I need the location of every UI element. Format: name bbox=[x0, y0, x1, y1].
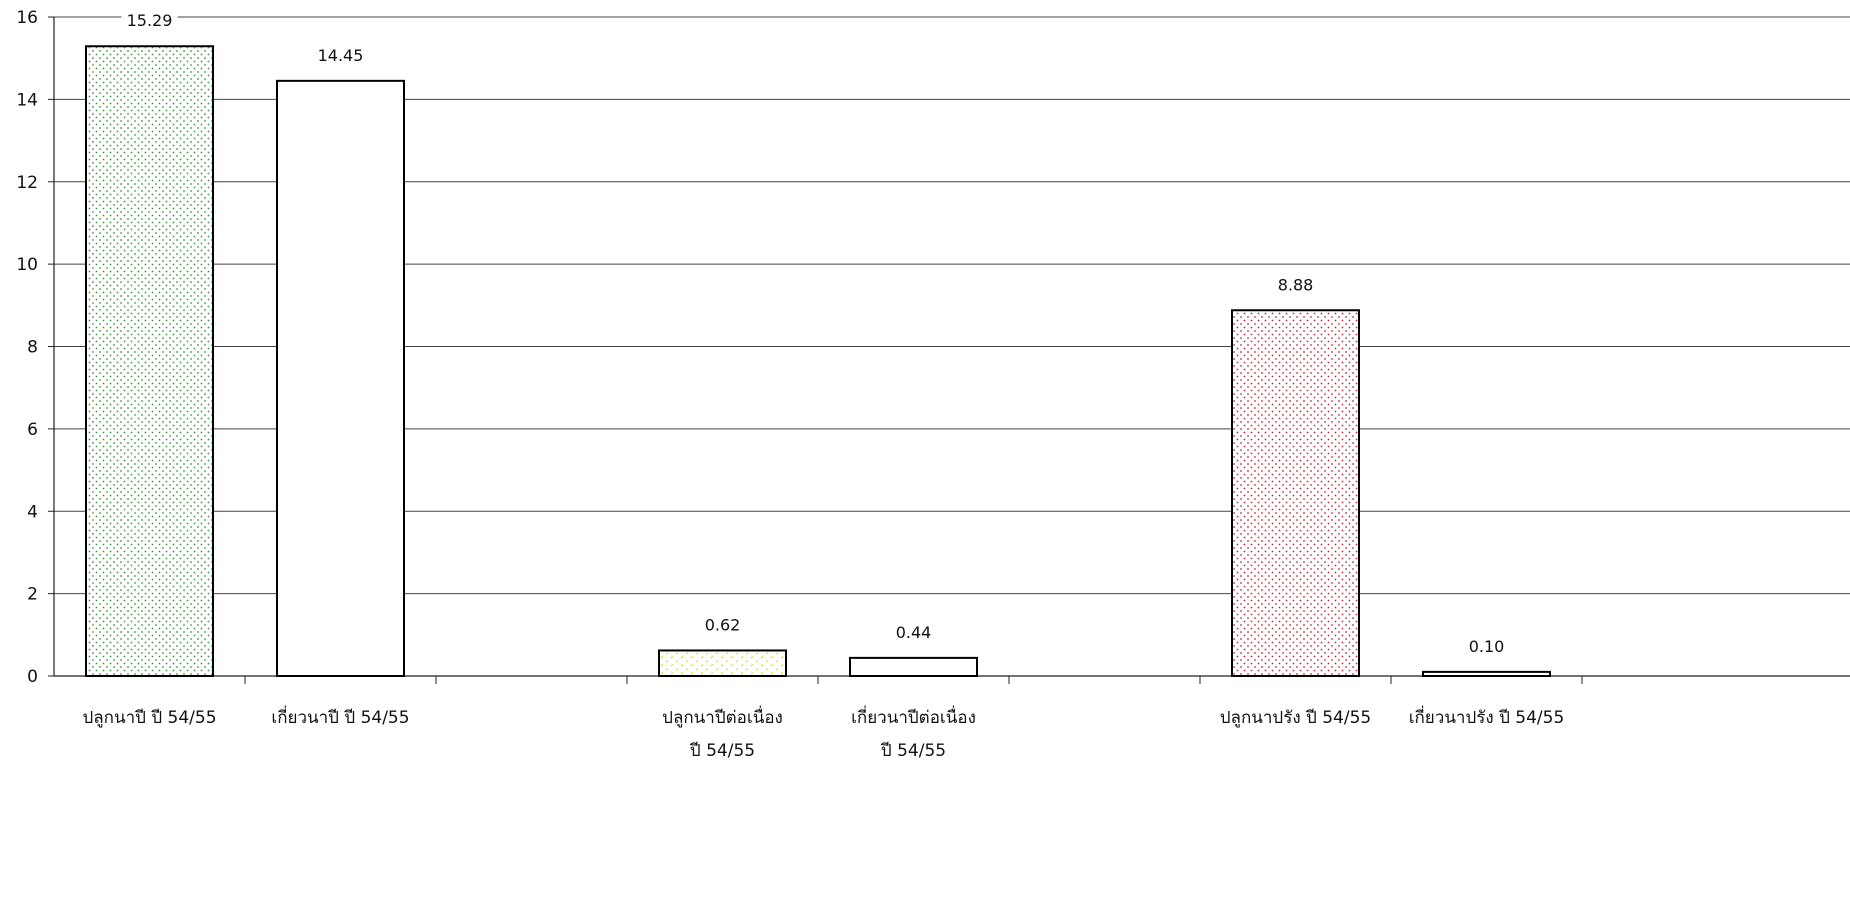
data-label-bg bbox=[121, 10, 178, 31]
bar bbox=[849, 656, 978, 678]
y-tick-label: 12 bbox=[16, 173, 38, 193]
data-label: 14.45 bbox=[318, 46, 364, 65]
bars bbox=[85, 45, 1551, 678]
y-tick-label: 10 bbox=[16, 255, 38, 275]
bar bbox=[658, 649, 787, 677]
y-tick-label: 8 bbox=[27, 338, 38, 358]
bar bbox=[85, 45, 214, 678]
data-label-bg bbox=[312, 44, 369, 65]
category-label: ปลูกนาปรัง ปี 54/55 bbox=[1220, 708, 1371, 728]
data-label: 0.10 bbox=[1469, 637, 1505, 656]
y-tick-label: 6 bbox=[27, 420, 38, 440]
data-label-bg bbox=[694, 614, 751, 635]
category-label: ปี 54/55 bbox=[689, 741, 755, 761]
y-tick-label: 14 bbox=[16, 90, 38, 110]
bar bbox=[1422, 670, 1551, 677]
category-label: เกี่ยวนาปี ปี 54/55 bbox=[271, 705, 409, 728]
data-label-bg bbox=[1458, 635, 1515, 656]
data-label: 0.44 bbox=[896, 623, 932, 642]
y-tick-label: 0 bbox=[27, 667, 38, 687]
data-label: 0.62 bbox=[705, 615, 741, 634]
category-label: ปลูกนาปีต่อเนื่อง bbox=[662, 705, 783, 728]
bar bbox=[1231, 309, 1360, 677]
y-tick-label: 16 bbox=[16, 8, 38, 28]
data-label-bg bbox=[1267, 274, 1324, 295]
category-label: ปลูกนาปี ปี 54/55 bbox=[82, 708, 216, 728]
data-label: 8.88 bbox=[1278, 275, 1314, 294]
category-label: เกี่ยวนาปรัง ปี 54/55 bbox=[1409, 705, 1565, 728]
labels: 0 2 4 6 8 10 12 14 16 15.29 ปลูกนาปี ปี 54/55 14.45… bbox=[16, 8, 1564, 761]
data-label: 15.29 bbox=[127, 11, 173, 30]
y-tick-label: 4 bbox=[27, 502, 38, 522]
y-tick-label: 2 bbox=[27, 585, 38, 605]
data-label-bg bbox=[885, 621, 942, 642]
bar bbox=[276, 79, 405, 677]
category-label: ปี 54/55 bbox=[880, 741, 946, 761]
category-label: เกี่ยวนาปีต่อเนื่อง bbox=[851, 705, 976, 728]
